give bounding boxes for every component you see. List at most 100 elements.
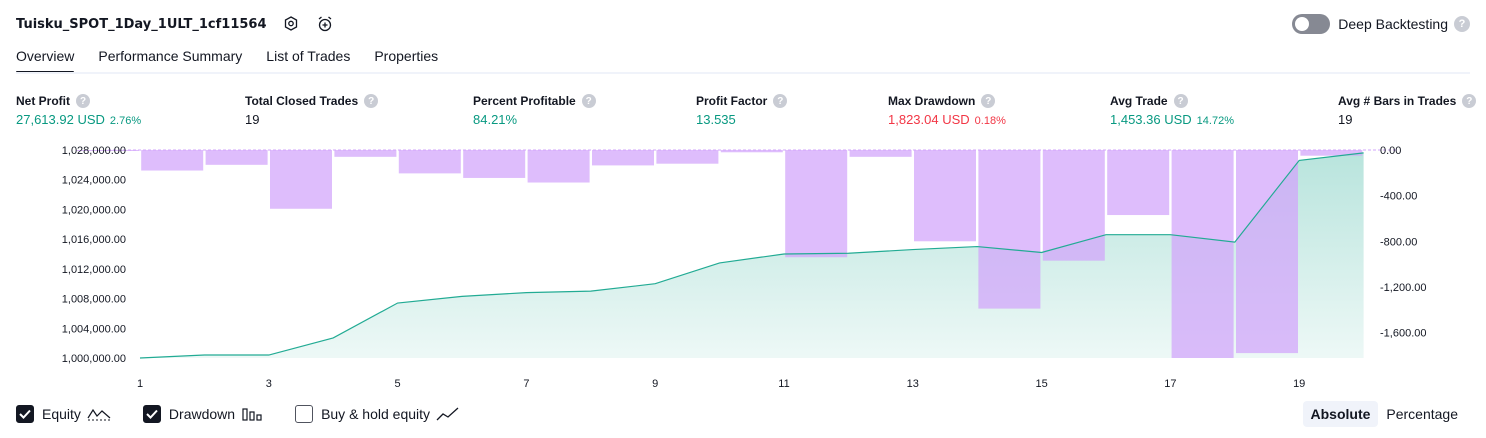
tabs-divider bbox=[16, 72, 1470, 74]
x-axis-tick-label: 17 bbox=[1164, 378, 1176, 390]
drawdown-bar[interactable] bbox=[398, 150, 461, 174]
drawdown-bar[interactable] bbox=[978, 150, 1041, 309]
metric-title: Percent Profitable bbox=[473, 94, 576, 108]
drawdown-bar[interactable] bbox=[914, 150, 976, 242]
metric-net-profit: Net Profit? 27,613.92 USD 2.76% bbox=[16, 92, 141, 127]
x-axis-tick-label: 3 bbox=[266, 378, 272, 390]
equity-line-icon bbox=[87, 406, 111, 422]
right-axis-tick-label: -1,200.00 bbox=[1380, 282, 1426, 294]
legend-label: Drawdown bbox=[168, 406, 236, 422]
metric-title: Total Closed Trades bbox=[245, 94, 359, 108]
drawdown-bar[interactable] bbox=[463, 150, 526, 178]
strategy-header: Tuisku_SPOT_1Day_1ULT_1cf11564 bbox=[16, 10, 335, 38]
help-icon[interactable]: ? bbox=[581, 94, 596, 108]
drawdown-bar[interactable] bbox=[1300, 150, 1363, 156]
help-icon[interactable]: ? bbox=[76, 94, 90, 108]
chart-legend: Equity Drawdown Buy & hold equity bbox=[16, 403, 492, 425]
drawdown-bar[interactable] bbox=[849, 150, 912, 157]
drawdown-bars-icon bbox=[241, 406, 263, 422]
metric-avg-trade: Avg Trade? 1,453.36 USD 14.72% bbox=[1110, 92, 1234, 127]
metric-value: 19 bbox=[245, 112, 260, 127]
metric-total-closed-trades: Total Closed Trades? 19 bbox=[245, 92, 379, 127]
metric-title: Net Profit bbox=[16, 94, 70, 108]
drawdown-bar[interactable] bbox=[1042, 150, 1105, 261]
metric-title: Avg # Bars in Trades bbox=[1338, 94, 1457, 108]
legend-label: Buy & hold equity bbox=[321, 406, 431, 422]
legend-buy-hold[interactable]: Buy & hold equity bbox=[295, 405, 460, 423]
drawdown-bar[interactable] bbox=[205, 150, 268, 165]
metric-value: 1,453.36 USD bbox=[1110, 112, 1192, 127]
tab-performance-summary[interactable]: Performance Summary bbox=[98, 48, 243, 64]
right-axis-tick-label: -1,600.00 bbox=[1380, 328, 1426, 340]
x-axis-tick-label: 19 bbox=[1293, 378, 1305, 390]
legend-label: Equity bbox=[42, 406, 81, 422]
left-axis-tick-label: 1,004,000.00 bbox=[62, 323, 126, 335]
metric-percent: 0.18% bbox=[974, 115, 1006, 127]
percentage-button[interactable]: Percentage bbox=[1386, 406, 1458, 422]
strategy-title: Tuisku_SPOT_1Day_1ULT_1cf11564 bbox=[16, 16, 267, 32]
metric-title: Profit Factor bbox=[696, 94, 768, 108]
equity-drawdown-chart[interactable]: 1,028,000.00 1,024,000.00 1,020,000.00 1,01… bbox=[0, 136, 1486, 396]
drawdown-bar[interactable] bbox=[270, 150, 332, 209]
metric-value: 27,613.92 USD bbox=[16, 112, 105, 127]
deep-backtesting-label: Deep Backtesting bbox=[1338, 16, 1448, 32]
x-axis-tick-label: 1 bbox=[137, 378, 143, 390]
equity-area bbox=[140, 152, 1364, 358]
help-icon[interactable]: ? bbox=[773, 94, 788, 108]
equity-checkbox[interactable] bbox=[16, 405, 34, 423]
drawdown-bar[interactable] bbox=[527, 150, 590, 183]
metric-value: 1,823.04 USD bbox=[888, 112, 970, 127]
left-axis-tick-label: 1,024,000.00 bbox=[62, 175, 126, 187]
drawdown-bar[interactable] bbox=[1107, 150, 1170, 216]
help-icon[interactable]: ? bbox=[364, 94, 379, 108]
drawdown-bar[interactable] bbox=[592, 150, 654, 166]
help-icon[interactable]: ? bbox=[1173, 94, 1188, 108]
legend-drawdown[interactable]: Drawdown bbox=[142, 405, 263, 423]
drawdown-bar[interactable] bbox=[720, 150, 783, 153]
metric-percent: 14.72% bbox=[1196, 115, 1234, 127]
legend-equity[interactable]: Equity bbox=[16, 405, 111, 423]
drawdown-bar[interactable] bbox=[785, 150, 848, 258]
metric-max-drawdown: Max Drawdown? 1,823.04 USD 0.18% bbox=[888, 92, 1006, 127]
deep-backtesting-control: Deep Backtesting ? bbox=[1292, 12, 1470, 36]
tab-bar: Overview Performance Summary List of Tra… bbox=[16, 44, 462, 74]
view-mode-switch: Absolute Percentage bbox=[1302, 401, 1467, 427]
drawdown-bar[interactable] bbox=[1236, 150, 1298, 354]
x-axis-tick-label: 13 bbox=[907, 378, 919, 390]
gear-icon[interactable] bbox=[281, 14, 301, 34]
right-axis-tick-label: 0.00 bbox=[1380, 145, 1401, 157]
metric-title: Max Drawdown bbox=[888, 94, 976, 108]
drawdown-bar[interactable] bbox=[141, 150, 204, 171]
metric-value: 19 bbox=[1338, 112, 1353, 127]
metric-avg-bars-in-trades: Avg # Bars in Trades? 19 bbox=[1338, 92, 1477, 127]
left-axis-tick-label: 1,008,000.00 bbox=[62, 294, 126, 306]
left-axis-tick-label: 1,012,000.00 bbox=[62, 264, 126, 276]
help-icon[interactable]: ? bbox=[981, 94, 996, 108]
x-axis-tick-label: 11 bbox=[778, 378, 789, 390]
metric-profit-factor: Profit Factor? 13.535 bbox=[696, 92, 788, 127]
equity-line bbox=[139, 152, 1364, 359]
drawdown-checkbox[interactable] bbox=[142, 405, 161, 423]
tab-properties[interactable]: Properties bbox=[374, 48, 439, 64]
help-icon[interactable]: ? bbox=[1462, 94, 1477, 108]
metric-title: Avg Trade bbox=[1110, 94, 1168, 108]
help-icon[interactable]: ? bbox=[1454, 16, 1470, 32]
x-axis-tick-label: 5 bbox=[395, 378, 401, 390]
drawdown-bar[interactable] bbox=[76, 150, 139, 151]
tab-list-of-trades[interactable]: List of Trades bbox=[266, 48, 351, 64]
buy-hold-checkbox[interactable] bbox=[295, 405, 314, 423]
tab-overview[interactable]: Overview bbox=[16, 44, 75, 74]
deep-backtesting-toggle[interactable] bbox=[1292, 14, 1331, 34]
absolute-button[interactable]: Absolute bbox=[1302, 401, 1379, 427]
drawdown-bar[interactable] bbox=[334, 150, 397, 157]
alarm-clock-plus-icon[interactable] bbox=[315, 14, 335, 34]
left-axis-tick-label: 1,000,000.00 bbox=[62, 353, 126, 365]
left-axis-tick-label: 1,028,000.00 bbox=[62, 145, 126, 157]
drawdown-bar[interactable] bbox=[656, 150, 719, 164]
metric-value: 13.535 bbox=[696, 112, 736, 127]
left-axis-tick-label: 1,020,000.00 bbox=[62, 204, 126, 216]
left-axis-tick-label: 1,016,000.00 bbox=[62, 234, 126, 246]
drawdown-bar[interactable] bbox=[1171, 150, 1234, 358]
buy-hold-line-icon bbox=[436, 406, 460, 422]
x-axis-tick-label: 7 bbox=[523, 378, 529, 390]
